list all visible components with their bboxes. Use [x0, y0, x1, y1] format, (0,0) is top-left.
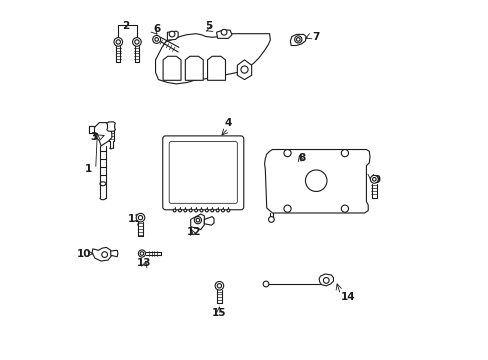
- Text: 5: 5: [204, 21, 212, 31]
- Polygon shape: [216, 30, 231, 39]
- Text: 1: 1: [85, 164, 92, 174]
- Text: 2: 2: [122, 21, 129, 31]
- Polygon shape: [110, 250, 118, 257]
- Text: 13: 13: [137, 258, 151, 268]
- Circle shape: [226, 209, 229, 212]
- Circle shape: [369, 175, 378, 183]
- Polygon shape: [237, 60, 251, 80]
- Text: 15: 15: [212, 309, 226, 318]
- Circle shape: [210, 209, 213, 212]
- Polygon shape: [190, 214, 204, 229]
- Circle shape: [284, 149, 290, 157]
- Circle shape: [305, 170, 326, 192]
- Circle shape: [132, 38, 141, 46]
- Circle shape: [216, 209, 219, 212]
- Circle shape: [372, 177, 375, 181]
- Polygon shape: [185, 56, 203, 80]
- Circle shape: [152, 36, 160, 43]
- Polygon shape: [264, 149, 369, 213]
- Text: 9: 9: [373, 175, 380, 185]
- Circle shape: [217, 284, 221, 288]
- Polygon shape: [319, 274, 333, 286]
- Text: 8: 8: [298, 153, 305, 163]
- Circle shape: [341, 205, 348, 212]
- Circle shape: [194, 217, 201, 224]
- Text: 12: 12: [187, 227, 201, 237]
- Circle shape: [263, 281, 268, 287]
- Circle shape: [140, 252, 143, 255]
- Circle shape: [189, 209, 192, 212]
- Polygon shape: [92, 247, 112, 261]
- Polygon shape: [207, 56, 225, 80]
- Circle shape: [196, 219, 199, 222]
- Circle shape: [178, 209, 181, 212]
- Circle shape: [323, 278, 328, 283]
- Circle shape: [296, 38, 300, 41]
- Polygon shape: [106, 122, 115, 131]
- Text: 7: 7: [312, 32, 319, 41]
- Polygon shape: [88, 126, 94, 134]
- Polygon shape: [163, 56, 181, 80]
- Polygon shape: [204, 217, 214, 225]
- Text: 6: 6: [153, 24, 160, 35]
- Text: 10: 10: [77, 248, 91, 258]
- Polygon shape: [94, 123, 112, 146]
- Circle shape: [294, 36, 301, 43]
- Circle shape: [173, 209, 176, 212]
- Circle shape: [169, 31, 175, 37]
- Text: 4: 4: [224, 118, 232, 128]
- Circle shape: [200, 209, 203, 212]
- Circle shape: [138, 250, 145, 257]
- Circle shape: [135, 40, 139, 44]
- Circle shape: [284, 205, 290, 212]
- Circle shape: [268, 217, 274, 222]
- Circle shape: [194, 209, 197, 212]
- Circle shape: [102, 252, 107, 257]
- Circle shape: [205, 209, 208, 212]
- Circle shape: [221, 209, 224, 212]
- Polygon shape: [155, 34, 270, 84]
- Polygon shape: [290, 35, 305, 45]
- Circle shape: [116, 40, 120, 44]
- Circle shape: [241, 66, 247, 73]
- Circle shape: [136, 213, 144, 222]
- Circle shape: [341, 149, 348, 157]
- Polygon shape: [167, 31, 178, 40]
- FancyBboxPatch shape: [169, 141, 237, 203]
- Circle shape: [138, 216, 142, 220]
- Text: 11: 11: [128, 215, 142, 224]
- FancyBboxPatch shape: [163, 136, 244, 210]
- Circle shape: [215, 282, 223, 290]
- Circle shape: [155, 38, 158, 41]
- Circle shape: [114, 38, 122, 46]
- Circle shape: [221, 30, 226, 35]
- Circle shape: [183, 209, 186, 212]
- Text: 14: 14: [341, 292, 355, 302]
- Text: 3: 3: [90, 132, 97, 142]
